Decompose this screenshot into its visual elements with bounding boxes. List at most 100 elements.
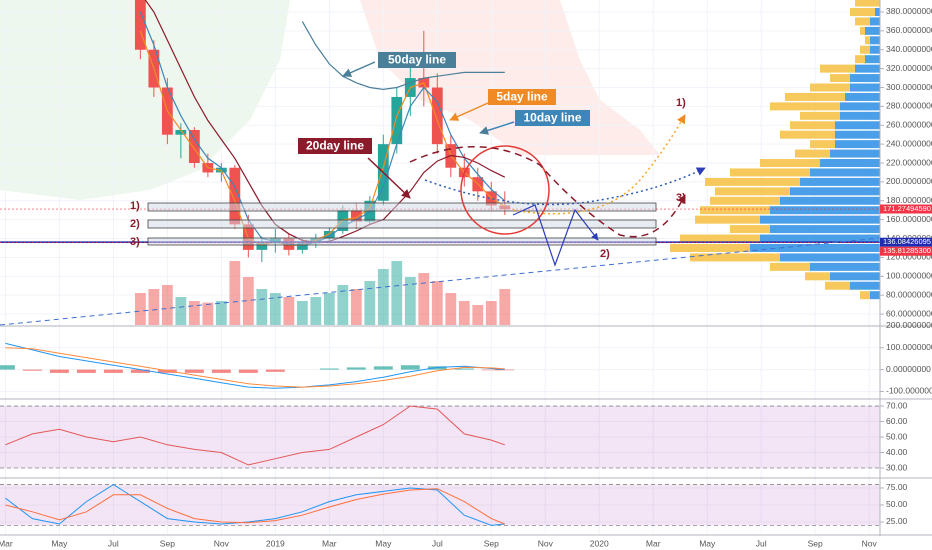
y-tick-label: 30.00 xyxy=(886,462,908,472)
y-tick-label: 60.00000000 xyxy=(886,308,932,318)
volume-bar xyxy=(242,277,254,325)
y-tick-label: 300.00000000 xyxy=(886,82,932,92)
candle-body xyxy=(350,210,362,222)
annotations: 1) 2) 3) 1) 2) 3) xyxy=(0,61,881,326)
callout-arrow xyxy=(342,61,376,77)
y-tick-label: 40.00 xyxy=(886,447,908,457)
support-label: 1) xyxy=(130,200,140,212)
profile-down xyxy=(850,7,875,16)
candle-body xyxy=(229,167,241,225)
profile-up xyxy=(760,234,880,243)
volume-bar xyxy=(499,289,511,325)
series-line xyxy=(5,347,505,388)
volume-bar xyxy=(188,301,200,325)
volume-bar xyxy=(283,297,295,325)
band-fill xyxy=(0,406,880,469)
x-tick-label: Sep xyxy=(484,538,499,548)
price-label-box xyxy=(880,237,932,247)
volume-bar xyxy=(148,289,160,325)
y-tick-label: 220.00000000 xyxy=(886,157,932,167)
profile-down xyxy=(810,140,835,149)
profile-up xyxy=(850,74,880,83)
x-tick-label: 2019 xyxy=(266,538,285,548)
volume-bar xyxy=(350,289,362,325)
series-line xyxy=(301,21,505,91)
target-label: 1) xyxy=(676,97,686,109)
profile-up xyxy=(870,45,880,54)
price-label-box xyxy=(880,204,932,214)
profile-up xyxy=(855,64,880,73)
x-tick-label: Sep xyxy=(808,538,823,548)
y-tick-label: 200.00000000 xyxy=(886,320,932,330)
series-line xyxy=(5,405,505,466)
volume-bar xyxy=(323,293,335,325)
volume-bar xyxy=(485,301,497,325)
cloud-red xyxy=(360,0,660,155)
y-tick-label: 50.00 xyxy=(886,431,908,441)
callout-label: 20day line xyxy=(306,139,364,153)
profile-down xyxy=(860,45,870,54)
profile-up xyxy=(845,92,880,101)
volume-bar xyxy=(472,305,484,325)
volume-bar xyxy=(269,293,281,325)
histogram-bar xyxy=(319,368,339,370)
histogram-bar xyxy=(238,369,258,373)
profile-up xyxy=(760,215,880,224)
callout-box xyxy=(378,52,456,68)
support-box xyxy=(147,237,657,246)
profile-up xyxy=(865,26,880,35)
profile-up xyxy=(875,7,880,16)
y-tick-label: 240.00000000 xyxy=(886,138,932,148)
callout-arrow xyxy=(449,102,489,121)
profile-up xyxy=(850,281,880,290)
price-label: 136.08426095 xyxy=(883,237,931,246)
y-tick-label: 260.00000000 xyxy=(886,120,932,130)
y-tick-label: 320.00000000 xyxy=(886,63,932,73)
x-tick-label: Sep xyxy=(160,538,175,548)
candle-body xyxy=(296,243,308,250)
profile-down xyxy=(710,196,780,205)
y-tick-label: 180.00000000 xyxy=(886,195,932,205)
series-line xyxy=(139,30,506,246)
profile-down xyxy=(730,168,810,177)
volume-bar xyxy=(431,281,443,325)
candle-body xyxy=(391,96,403,145)
profile-up xyxy=(780,196,880,205)
projection xyxy=(512,204,599,267)
histogram-bar xyxy=(400,365,420,370)
highlight-circle xyxy=(460,145,550,235)
histogram-bar xyxy=(265,369,285,372)
profile-down xyxy=(730,225,770,234)
profile-up xyxy=(790,187,880,196)
profile-down xyxy=(690,253,780,262)
profile-up xyxy=(835,140,880,149)
y-tick-label: -100.00000000 xyxy=(886,386,932,396)
callout-label: 10day line xyxy=(523,111,581,125)
y-tick-label: 25.00 xyxy=(886,516,908,526)
x-tick-label: Mar xyxy=(0,538,13,548)
y-tick-label: 100.00000000 xyxy=(886,342,932,352)
candle-body xyxy=(323,230,335,239)
profile-down xyxy=(855,0,880,7)
x-tick-label: Jul xyxy=(108,538,119,548)
x-tick-label: Mar xyxy=(646,538,661,548)
profile-down xyxy=(795,149,830,158)
x-tick-label: 2020 xyxy=(590,538,609,548)
series-line xyxy=(5,488,505,525)
profile-down xyxy=(810,83,850,92)
price-label: 135.81285300 xyxy=(883,246,931,255)
profile-down xyxy=(790,121,835,130)
profile-down xyxy=(855,17,870,26)
x-tick-label: Mar xyxy=(322,538,337,548)
x-tick-label: Nov xyxy=(862,538,878,548)
histogram-bar xyxy=(103,369,123,373)
volume-bar xyxy=(404,277,416,325)
support-label: 2) xyxy=(130,218,140,230)
callout-box xyxy=(515,110,590,126)
profile-down xyxy=(865,36,870,45)
callout-box xyxy=(298,138,372,154)
histogram-bar xyxy=(76,369,96,373)
x-tick-label: May xyxy=(51,538,68,548)
profile-down xyxy=(785,92,845,101)
candle-body xyxy=(134,0,146,50)
